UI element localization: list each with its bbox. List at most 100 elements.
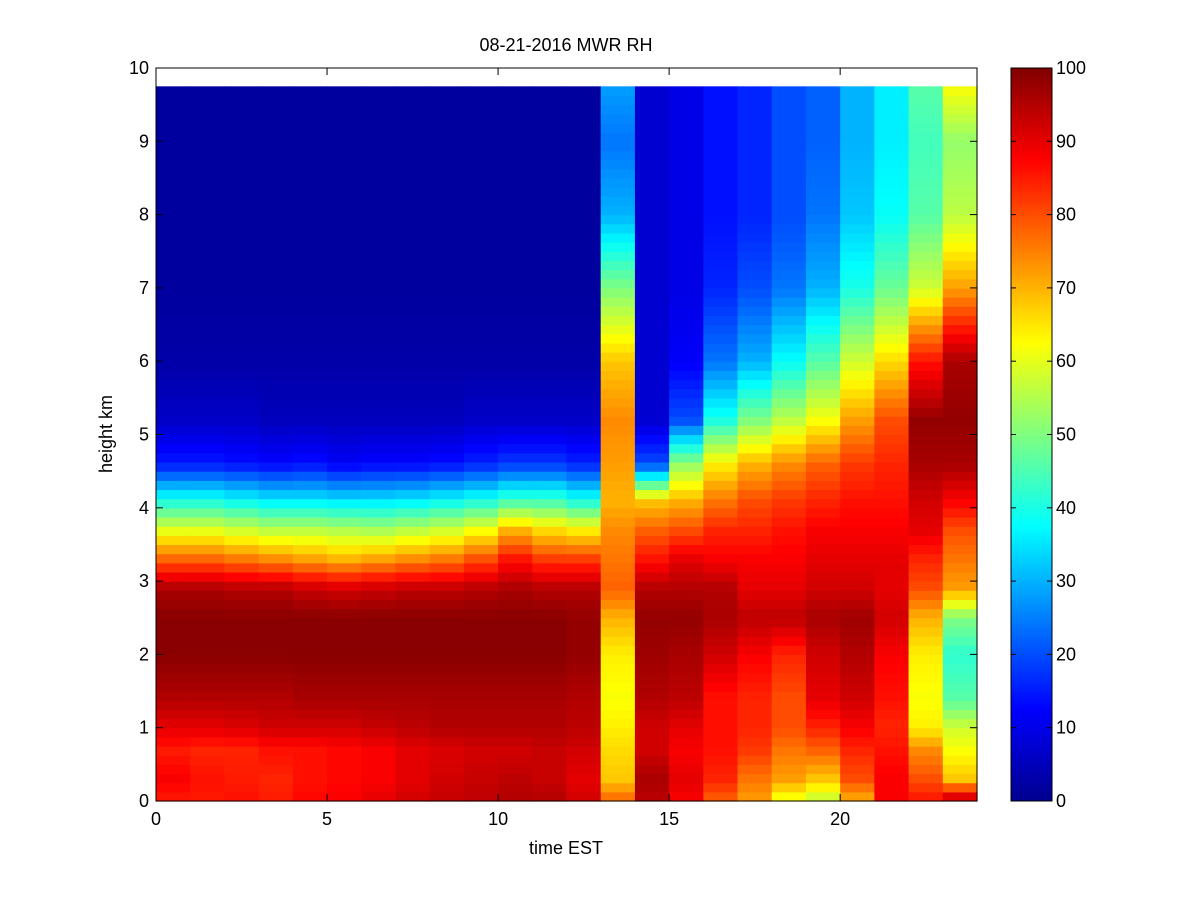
heatmap-cell <box>874 709 910 720</box>
heatmap-cell <box>942 700 978 710</box>
heatmap-cell <box>429 132 465 142</box>
heatmap-cell <box>258 544 294 555</box>
heatmap-cell <box>327 159 362 170</box>
heatmap-cell <box>566 352 602 362</box>
heatmap-cell <box>361 461 397 472</box>
heatmap-cell <box>361 626 397 637</box>
heatmap-cell <box>156 306 191 316</box>
heatmap-cell <box>942 599 978 610</box>
heatmap-cell <box>669 86 704 97</box>
heatmap-cell <box>737 709 773 720</box>
heatmap-cell <box>737 755 773 765</box>
heatmap-cell <box>190 608 226 619</box>
heatmap-cell <box>190 315 226 326</box>
heatmap-cell <box>805 516 841 527</box>
heatmap-cell <box>840 187 875 197</box>
heatmap-cell <box>805 571 841 582</box>
heatmap-cell <box>840 709 875 720</box>
heatmap-cell <box>634 480 670 491</box>
heatmap-cell <box>292 782 328 793</box>
heatmap-cell <box>292 471 328 481</box>
heatmap-cell <box>703 86 739 97</box>
heatmap-cell <box>258 214 294 225</box>
heatmap-cell <box>600 315 636 326</box>
heatmap-cell <box>669 168 704 179</box>
heatmap-cell <box>942 590 978 601</box>
heatmap-cell <box>874 681 910 692</box>
heatmap-cell <box>703 764 739 775</box>
heatmap-cell <box>361 397 397 408</box>
heatmap-cell <box>737 297 773 307</box>
heatmap-cell <box>634 562 670 573</box>
heatmap-cell <box>463 571 499 582</box>
heatmap-cell <box>737 434 773 445</box>
heatmap-cell <box>498 764 533 775</box>
heatmap-cell <box>600 242 636 252</box>
heatmap-cell <box>874 544 910 555</box>
heatmap-cell <box>771 168 807 179</box>
heatmap-cell <box>737 581 773 591</box>
heatmap-cell <box>600 159 636 170</box>
heatmap-cell <box>327 132 362 142</box>
heatmap-cell <box>395 764 431 775</box>
heatmap-cell <box>840 324 875 335</box>
heatmap-cell <box>156 232 191 243</box>
heatmap-cell <box>361 251 397 262</box>
heatmap-cell <box>429 315 465 326</box>
heatmap-cell <box>395 691 431 701</box>
heatmap-cell <box>498 553 533 564</box>
heatmap-cell <box>361 489 397 500</box>
heatmap-cell <box>258 113 294 124</box>
heatmap-cell <box>395 461 431 472</box>
heatmap-cell <box>737 626 773 637</box>
heatmap-cell <box>600 471 636 481</box>
heatmap-cell <box>224 333 260 344</box>
heatmap-cell <box>566 480 602 491</box>
heatmap-cell <box>908 86 944 97</box>
heatmap-cell <box>258 645 294 655</box>
heatmap-cell <box>190 452 226 463</box>
heatmap-cell <box>429 544 465 555</box>
heatmap-cell <box>669 746 704 756</box>
heatmap-cell <box>874 86 910 97</box>
heatmap-cell <box>634 654 670 665</box>
heatmap-cell <box>874 278 910 289</box>
heatmap-cell <box>395 416 431 426</box>
heatmap-cell <box>361 471 397 481</box>
heatmap-cell <box>190 636 226 646</box>
heatmap-cell <box>156 599 191 610</box>
heatmap-cell <box>327 297 362 307</box>
heatmap-cell <box>463 489 499 500</box>
heatmap-cell <box>566 324 602 335</box>
heatmap-cell <box>669 636 704 646</box>
heatmap-cell <box>703 352 739 362</box>
heatmap-cell <box>840 260 875 271</box>
heatmap-cell <box>600 86 636 97</box>
heatmap-cell <box>669 599 704 610</box>
heatmap-cell <box>463 379 499 390</box>
heatmap-cell <box>669 306 704 316</box>
heatmap-cell <box>532 681 568 692</box>
heatmap-cell <box>395 608 431 619</box>
heatmap-cell <box>327 700 362 710</box>
heatmap-cell <box>874 113 910 124</box>
heatmap-cell <box>463 718 499 729</box>
heatmap-cell <box>874 306 910 316</box>
heatmap-cell <box>429 746 465 756</box>
heatmap-cell <box>669 645 704 655</box>
heatmap-cell <box>327 608 362 619</box>
heatmap-cell <box>498 452 533 463</box>
x-tick-label: 10 <box>488 809 508 829</box>
heatmap-cell <box>566 232 602 243</box>
heatmap-cell <box>703 416 739 426</box>
heatmap-cell <box>600 397 636 408</box>
heatmap-cell <box>908 214 944 225</box>
heatmap-cell <box>498 251 533 262</box>
heatmap-cell <box>395 516 431 527</box>
heatmap-cell <box>600 700 636 710</box>
heatmap-cell <box>258 526 294 536</box>
heatmap-cell <box>874 452 910 463</box>
heatmap-cell <box>292 516 328 527</box>
heatmap-cell <box>703 562 739 573</box>
heatmap-cell <box>224 388 260 399</box>
